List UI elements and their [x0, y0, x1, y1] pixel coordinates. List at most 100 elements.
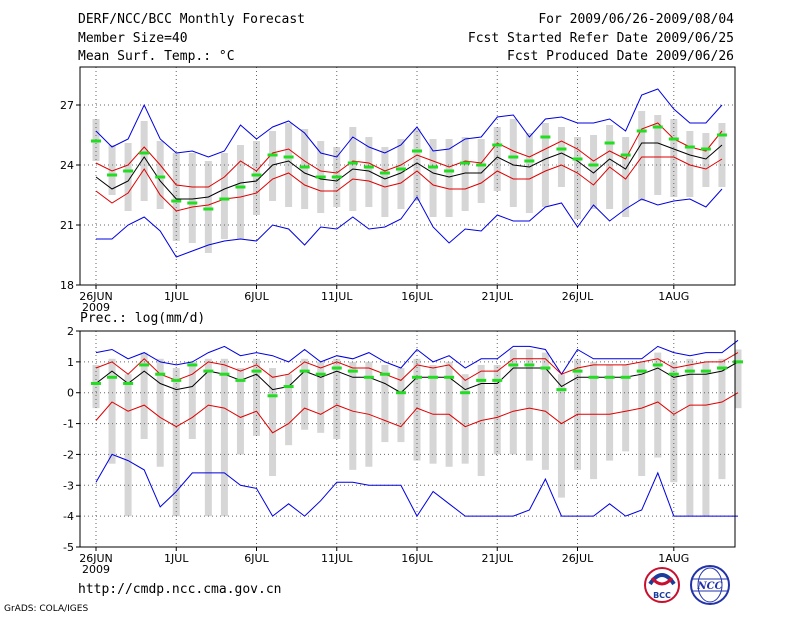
range-bar [670, 119, 678, 197]
x-tick-label: 16JUL [401, 290, 433, 303]
range-bar [124, 143, 132, 211]
median-marker [235, 378, 246, 382]
bcc-logo-text: BCC [653, 591, 671, 600]
range-bar [124, 374, 132, 517]
plot-frame [79, 330, 736, 548]
ncc-logo: NCC [690, 565, 730, 605]
year-label: 2009 [82, 301, 110, 314]
spread-lower-line [95, 156, 723, 212]
range-bar [557, 374, 565, 498]
median-marker [139, 151, 150, 155]
median-marker [251, 369, 262, 373]
median-marker [412, 375, 422, 379]
median-marker [572, 157, 583, 161]
y-tick-label: -4 [63, 510, 74, 523]
median-marker [428, 165, 439, 169]
y-tick-label: 24 [60, 159, 74, 172]
range-bar [188, 361, 196, 439]
x-tick-label: 26JUL [562, 290, 594, 303]
x-tick-label: 26JUN [79, 552, 113, 565]
x-tick-label: 6JUL [244, 552, 269, 565]
median-marker [540, 135, 551, 139]
precipitation-panel-title: Prec.: log(mm/d) [80, 311, 205, 326]
median-marker [283, 385, 294, 389]
range-bar [654, 115, 662, 195]
median-marker [187, 201, 198, 205]
median-marker [139, 363, 150, 367]
median-marker [315, 175, 326, 179]
median-marker [123, 169, 134, 173]
range-bar [397, 368, 405, 443]
median-marker [299, 165, 310, 169]
median-marker [155, 175, 166, 179]
y-tick-label: -5 [63, 541, 74, 554]
ncc-logo-text: NCC [696, 581, 722, 592]
range-bar [253, 141, 260, 215]
median-marker [684, 369, 695, 373]
y-tick-label: 1 [67, 356, 74, 369]
min-member-line [96, 188, 723, 258]
median-marker [155, 372, 166, 376]
range-bar [574, 137, 581, 219]
x-tick-label: 16JUL [401, 552, 433, 565]
median-marker [315, 372, 326, 376]
median-marker [508, 155, 519, 159]
range-bar [301, 358, 309, 430]
range-bar [108, 358, 116, 464]
median-marker [636, 129, 647, 133]
median-marker [668, 137, 679, 141]
median-marker [684, 145, 695, 149]
median-marker [572, 369, 583, 373]
range-bar [429, 139, 437, 217]
median-marker [283, 155, 294, 159]
range-bar [461, 137, 469, 211]
median-marker [444, 169, 455, 173]
precipitation-panel: -5 -4 -3 -2 -1 0 1 2 26JUN 1JUL 6JUL 11JUL 16JUL 21JU… [63, 325, 743, 576]
median-marker [91, 381, 101, 385]
median-marker [347, 161, 358, 165]
range-bar [317, 361, 325, 433]
median-marker [428, 375, 439, 379]
range-bar [236, 368, 244, 455]
median-marker [588, 375, 599, 379]
median-marker [733, 360, 743, 364]
range-bar [509, 349, 517, 455]
range-bar [622, 137, 630, 217]
median-marker [267, 153, 278, 157]
min-member-line [95, 453, 738, 518]
range-bar [654, 352, 662, 458]
range-bar [220, 358, 228, 517]
median-marker [620, 375, 631, 379]
range-bar [557, 127, 565, 187]
range-bar [172, 368, 180, 517]
y-tick-label: -1 [63, 418, 74, 431]
y-tick-label: 27 [60, 99, 74, 112]
median-marker [107, 375, 118, 379]
median-marker [379, 171, 390, 175]
range-bar [253, 358, 260, 436]
max-member-line [95, 88, 723, 158]
median-marker [91, 139, 101, 143]
range-bar [397, 139, 405, 209]
median-marker [652, 363, 663, 367]
median-marker [203, 369, 214, 373]
x-tick-label: 1JUL [164, 290, 189, 303]
range-bar [525, 349, 533, 461]
median-marker [251, 173, 262, 177]
range-bar [590, 135, 598, 209]
range-bar [477, 139, 485, 203]
x-tick-label: 1JUL [164, 552, 189, 565]
range-bar [204, 358, 212, 517]
y-tick-label: -3 [63, 479, 74, 492]
range-bar [718, 358, 726, 480]
year-label: 2009 [82, 563, 110, 576]
median-marker [219, 372, 230, 376]
median-marker [123, 381, 134, 385]
y-tick-label: 18 [60, 279, 74, 292]
y-tick-label: 2 [67, 325, 74, 338]
range-bar [301, 129, 309, 209]
median-marker [444, 375, 455, 379]
median-marker [652, 125, 663, 129]
range-bar [702, 133, 710, 187]
